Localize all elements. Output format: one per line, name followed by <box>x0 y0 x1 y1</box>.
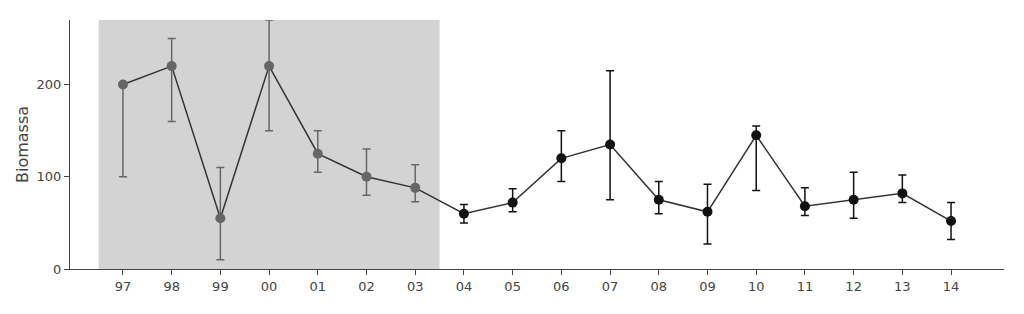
svg-text:05: 05 <box>504 279 521 294</box>
svg-text:04: 04 <box>456 279 473 294</box>
svg-text:14: 14 <box>943 279 960 294</box>
svg-text:10: 10 <box>748 279 765 294</box>
svg-text:97: 97 <box>115 279 132 294</box>
svg-text:09: 09 <box>699 279 716 294</box>
svg-text:Biomassa: Biomassa <box>13 106 32 183</box>
svg-text:08: 08 <box>651 279 668 294</box>
svg-text:03: 03 <box>407 279 424 294</box>
svg-text:13: 13 <box>894 279 911 294</box>
svg-text:99: 99 <box>212 279 229 294</box>
svg-text:00: 00 <box>261 279 278 294</box>
svg-text:12: 12 <box>845 279 862 294</box>
svg-text:06: 06 <box>553 279 570 294</box>
svg-text:11: 11 <box>797 279 814 294</box>
svg-text:0: 0 <box>53 262 61 277</box>
svg-text:02: 02 <box>358 279 375 294</box>
svg-text:01: 01 <box>310 279 327 294</box>
svg-text:98: 98 <box>163 279 180 294</box>
svg-text:200: 200 <box>37 77 62 92</box>
svg-text:100: 100 <box>37 169 62 184</box>
svg-text:07: 07 <box>602 279 619 294</box>
